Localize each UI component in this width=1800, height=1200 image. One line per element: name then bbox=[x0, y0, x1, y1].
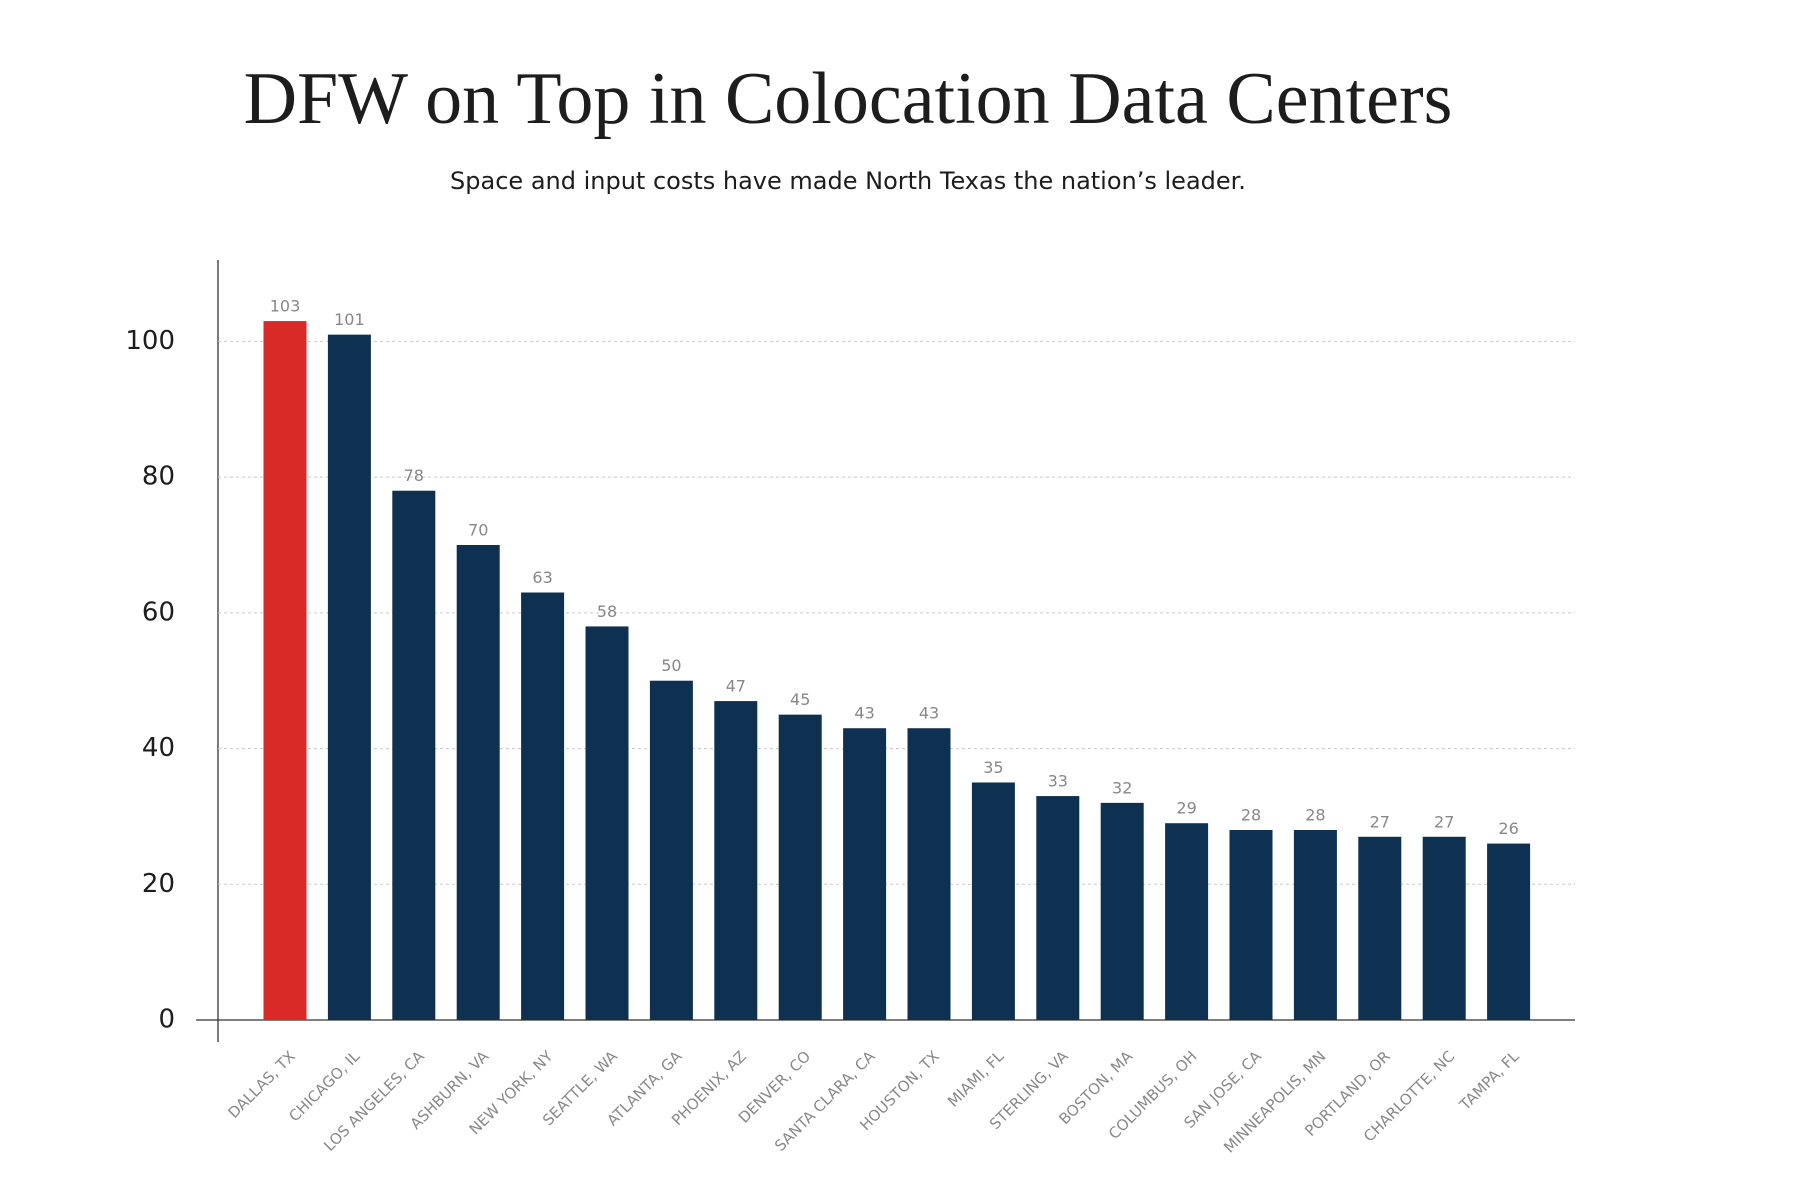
bar bbox=[1100, 802, 1144, 1020]
y-tick-label: 40 bbox=[142, 733, 175, 763]
bar bbox=[1229, 830, 1273, 1020]
value-label: 58 bbox=[597, 602, 617, 621]
y-tick-label: 60 bbox=[142, 597, 175, 627]
bar bbox=[1422, 836, 1466, 1020]
value-label: 33 bbox=[1048, 772, 1068, 791]
value-label: 35 bbox=[983, 758, 1003, 777]
value-label: 101 bbox=[334, 310, 365, 329]
bar bbox=[714, 701, 758, 1020]
bar bbox=[1358, 836, 1402, 1020]
chart-title: DFW on Top in Colocation Data Centers bbox=[244, 58, 1453, 140]
value-label: 27 bbox=[1434, 812, 1454, 831]
bar bbox=[392, 490, 436, 1020]
value-label: 28 bbox=[1241, 806, 1261, 825]
bar bbox=[585, 626, 629, 1020]
y-tick-label: 20 bbox=[142, 869, 175, 899]
bar bbox=[521, 592, 565, 1020]
value-label: 63 bbox=[532, 568, 552, 587]
value-label: 27 bbox=[1370, 812, 1390, 831]
y-tick-label: 100 bbox=[125, 326, 175, 356]
bar bbox=[778, 714, 822, 1020]
value-label: 29 bbox=[1176, 799, 1196, 818]
value-label: 78 bbox=[404, 466, 424, 485]
bar bbox=[649, 680, 693, 1020]
bar bbox=[971, 782, 1015, 1020]
x-tick-label: MIAMI, FL bbox=[944, 1047, 1008, 1111]
bar bbox=[1165, 823, 1209, 1020]
bar bbox=[327, 334, 371, 1021]
value-label: 43 bbox=[919, 704, 939, 723]
bar bbox=[263, 321, 307, 1021]
chart-subtitle: Space and input costs have made North Te… bbox=[450, 167, 1246, 195]
bar bbox=[843, 728, 887, 1020]
y-tick-label: 80 bbox=[142, 462, 175, 492]
value-label: 32 bbox=[1112, 778, 1132, 797]
y-tick-label: 0 bbox=[158, 1005, 175, 1035]
value-label: 28 bbox=[1305, 806, 1325, 825]
value-label: 70 bbox=[468, 521, 488, 540]
bar bbox=[1036, 796, 1080, 1020]
bar bbox=[456, 545, 500, 1020]
value-label: 47 bbox=[726, 677, 746, 696]
value-label: 43 bbox=[854, 704, 874, 723]
value-label: 45 bbox=[790, 690, 810, 709]
value-label: 50 bbox=[661, 656, 681, 675]
bar bbox=[1487, 843, 1531, 1020]
value-label: 26 bbox=[1498, 819, 1518, 838]
x-tick-label: TAMPA, FL bbox=[1455, 1047, 1523, 1115]
bar bbox=[907, 728, 951, 1020]
value-label: 103 bbox=[270, 297, 301, 316]
bar bbox=[1293, 830, 1337, 1020]
